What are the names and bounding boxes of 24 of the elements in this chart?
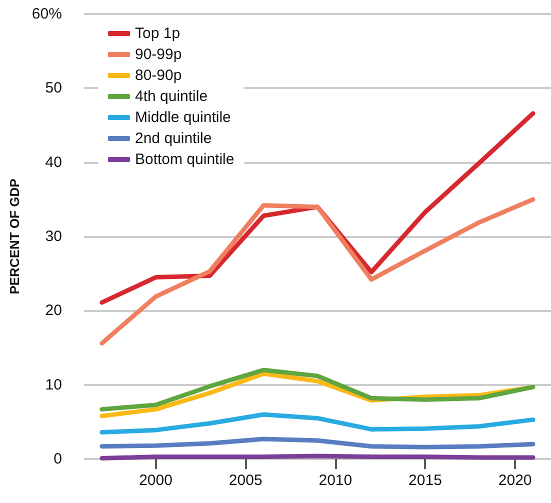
line-series <box>100 412 536 435</box>
x-tick-label: 2010 <box>318 472 352 489</box>
x-tick-label: 2020 <box>498 472 532 489</box>
line-series <box>100 436 536 450</box>
y-tick-label: 40 <box>45 154 62 171</box>
legend-label: 90-99p <box>135 46 182 63</box>
x-tick-label: 2000 <box>139 472 172 489</box>
y-tick-label: 60% <box>32 6 62 22</box>
y-tick-label: 10 <box>45 376 62 394</box>
line-series <box>100 368 536 412</box>
legend-label: Middle quintile <box>135 109 231 126</box>
x-tick-label: 2005 <box>228 472 262 489</box>
y-tick-label: 0 <box>54 450 62 468</box>
y-tick-label: 20 <box>45 302 62 320</box>
legend-label: Bottom quintile <box>135 151 234 168</box>
legend-label: 2nd quintile <box>135 130 212 147</box>
x-tick-label: 2015 <box>408 472 442 489</box>
legend-label: 4th quintile <box>135 88 208 105</box>
legend-label: Top 1p <box>135 25 180 42</box>
legend-label: 80-90p <box>135 67 182 84</box>
y-tick-label: 30 <box>45 228 62 245</box>
y-tick-label: 50 <box>45 80 62 97</box>
line-series <box>100 197 536 346</box>
y-axis-title: PERCENT OF GDP <box>7 178 22 294</box>
